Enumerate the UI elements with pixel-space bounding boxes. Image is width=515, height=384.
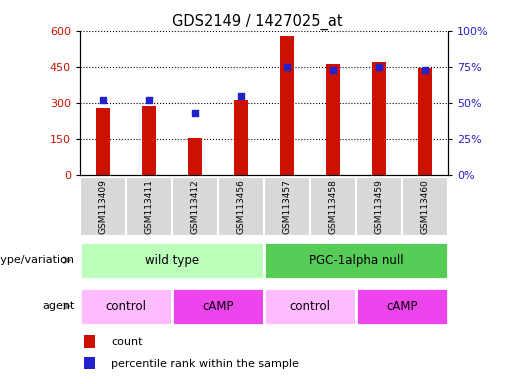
Point bbox=[421, 66, 429, 73]
Text: wild type: wild type bbox=[145, 254, 199, 266]
Bar bbox=[356, 288, 448, 325]
Bar bbox=[172, 288, 264, 325]
Text: GSM113460: GSM113460 bbox=[421, 179, 430, 234]
Point bbox=[375, 64, 383, 70]
Text: GSM113409: GSM113409 bbox=[98, 179, 107, 234]
Bar bbox=[83, 356, 95, 369]
Bar bbox=[418, 68, 432, 175]
Bar bbox=[80, 177, 126, 236]
Text: GSM113412: GSM113412 bbox=[191, 179, 199, 234]
Text: GSM113411: GSM113411 bbox=[144, 179, 153, 234]
Text: GSM113458: GSM113458 bbox=[329, 179, 337, 234]
Bar bbox=[310, 177, 356, 236]
Bar bbox=[234, 100, 248, 175]
Bar bbox=[264, 288, 356, 325]
Bar bbox=[326, 64, 340, 175]
Text: percentile rank within the sample: percentile rank within the sample bbox=[111, 359, 299, 369]
Point bbox=[191, 110, 199, 116]
Point bbox=[145, 97, 153, 103]
Bar bbox=[126, 177, 172, 236]
Bar bbox=[142, 106, 156, 175]
Bar bbox=[188, 137, 202, 175]
Bar bbox=[356, 177, 402, 236]
Bar bbox=[280, 36, 294, 175]
Text: GSM113456: GSM113456 bbox=[236, 179, 246, 234]
Bar bbox=[96, 108, 110, 175]
Point bbox=[237, 93, 245, 99]
Bar bbox=[218, 177, 264, 236]
Bar bbox=[402, 177, 448, 236]
Point bbox=[329, 66, 337, 73]
Text: agent: agent bbox=[42, 301, 75, 311]
Text: genotype/variation: genotype/variation bbox=[0, 255, 75, 265]
Bar bbox=[372, 62, 386, 175]
Bar bbox=[83, 335, 95, 348]
Text: cAMP: cAMP bbox=[386, 300, 418, 313]
Text: GSM113459: GSM113459 bbox=[374, 179, 384, 234]
Text: cAMP: cAMP bbox=[202, 300, 234, 313]
Bar bbox=[172, 177, 218, 236]
Text: GDS2149 / 1427025_at: GDS2149 / 1427025_at bbox=[172, 13, 343, 30]
Text: count: count bbox=[111, 337, 143, 347]
Text: control: control bbox=[106, 300, 146, 313]
Bar bbox=[80, 288, 172, 325]
Text: GSM113457: GSM113457 bbox=[282, 179, 291, 234]
Bar bbox=[264, 242, 448, 279]
Text: control: control bbox=[289, 300, 331, 313]
Text: PGC-1alpha null: PGC-1alpha null bbox=[308, 254, 403, 266]
Point bbox=[99, 97, 107, 103]
Point bbox=[283, 64, 291, 70]
Bar bbox=[264, 177, 310, 236]
Bar bbox=[80, 242, 264, 279]
